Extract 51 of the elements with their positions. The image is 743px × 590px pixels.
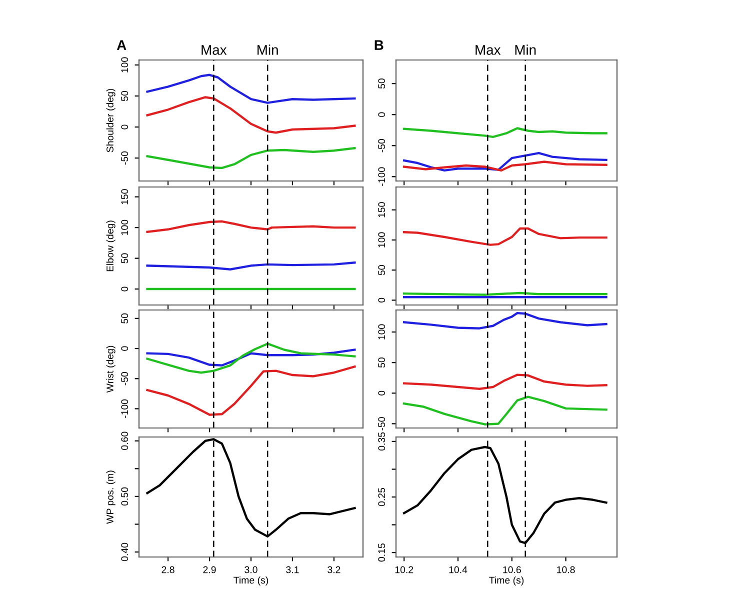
y-tick-label: 0.35 — [378, 432, 386, 451]
y-tick-label: 0.15 — [378, 544, 386, 562]
x-tick-label: 10.2 — [395, 566, 414, 574]
ref-line-label: Max — [476, 45, 501, 55]
ref-line-label: Min — [258, 44, 278, 55]
y-tick-label: -50 — [378, 417, 386, 430]
y-tick-label: 50 — [378, 78, 386, 89]
y-tick-label: 100 — [121, 220, 128, 235]
y-tick-label: 100 — [121, 57, 128, 72]
y-tick-label: 0 — [121, 346, 128, 351]
y-axis-title: Elbow (deg) — [106, 220, 116, 272]
x-axis-title: Time (s) — [234, 576, 268, 586]
x-tick-label: 10.4 — [449, 566, 468, 574]
x-tick-label: 2.9 — [203, 566, 216, 574]
y-tick-label: -50 — [121, 372, 128, 386]
x-tick-label: 3.2 — [328, 566, 340, 574]
y-tick-label: 0 — [378, 390, 386, 396]
y-tick-label: 100 — [378, 232, 386, 248]
x-tick-label: 10.6 — [503, 566, 521, 574]
y-tick-label: 100 — [378, 324, 386, 340]
x-tick-label: 3.0 — [244, 566, 258, 574]
x-axis-title: Time (s) — [489, 576, 524, 586]
y-tick-label: 0.40 — [121, 542, 128, 562]
y-tick-label: -50 — [121, 151, 128, 165]
y-tick-label: 150 — [121, 189, 128, 204]
x-tick-label: 10.8 — [557, 566, 575, 574]
y-tick-label: -50 — [378, 138, 386, 152]
y-tick-label: 0 — [378, 298, 386, 303]
y-axis-title: WP pos. (m) — [106, 470, 116, 524]
ref-line-label: Min — [515, 44, 536, 55]
chart-title: B — [374, 40, 384, 50]
y-tick-label: 0.60 — [121, 432, 128, 450]
y-tick-label: 150 — [378, 202, 386, 218]
y-tick-label: -100 — [378, 167, 386, 186]
y-axis-title: Shoulder (deg) — [106, 88, 116, 152]
y-tick-label: 50 — [121, 90, 128, 102]
y-tick-label: 50 — [378, 358, 386, 368]
y-tick-label: 0.50 — [121, 487, 128, 506]
x-tick-label: 2.8 — [162, 566, 174, 574]
y-tick-label: 0.25 — [378, 488, 386, 506]
ref-line-label: Max — [202, 45, 227, 55]
y-tick-label: 0 — [121, 124, 128, 130]
y-tick-label: 50 — [121, 253, 128, 264]
y-tick-label: -100 — [121, 399, 128, 418]
y-tick-label: 50 — [378, 265, 386, 276]
chart-title: A — [116, 40, 126, 50]
y-tick-label: 0 — [121, 286, 128, 292]
y-tick-label: 50 — [121, 313, 128, 324]
x-tick-label: 3.1 — [286, 566, 299, 574]
y-tick-label: 0 — [378, 112, 386, 117]
y-axis-title: Wrist (deg) — [106, 346, 116, 393]
